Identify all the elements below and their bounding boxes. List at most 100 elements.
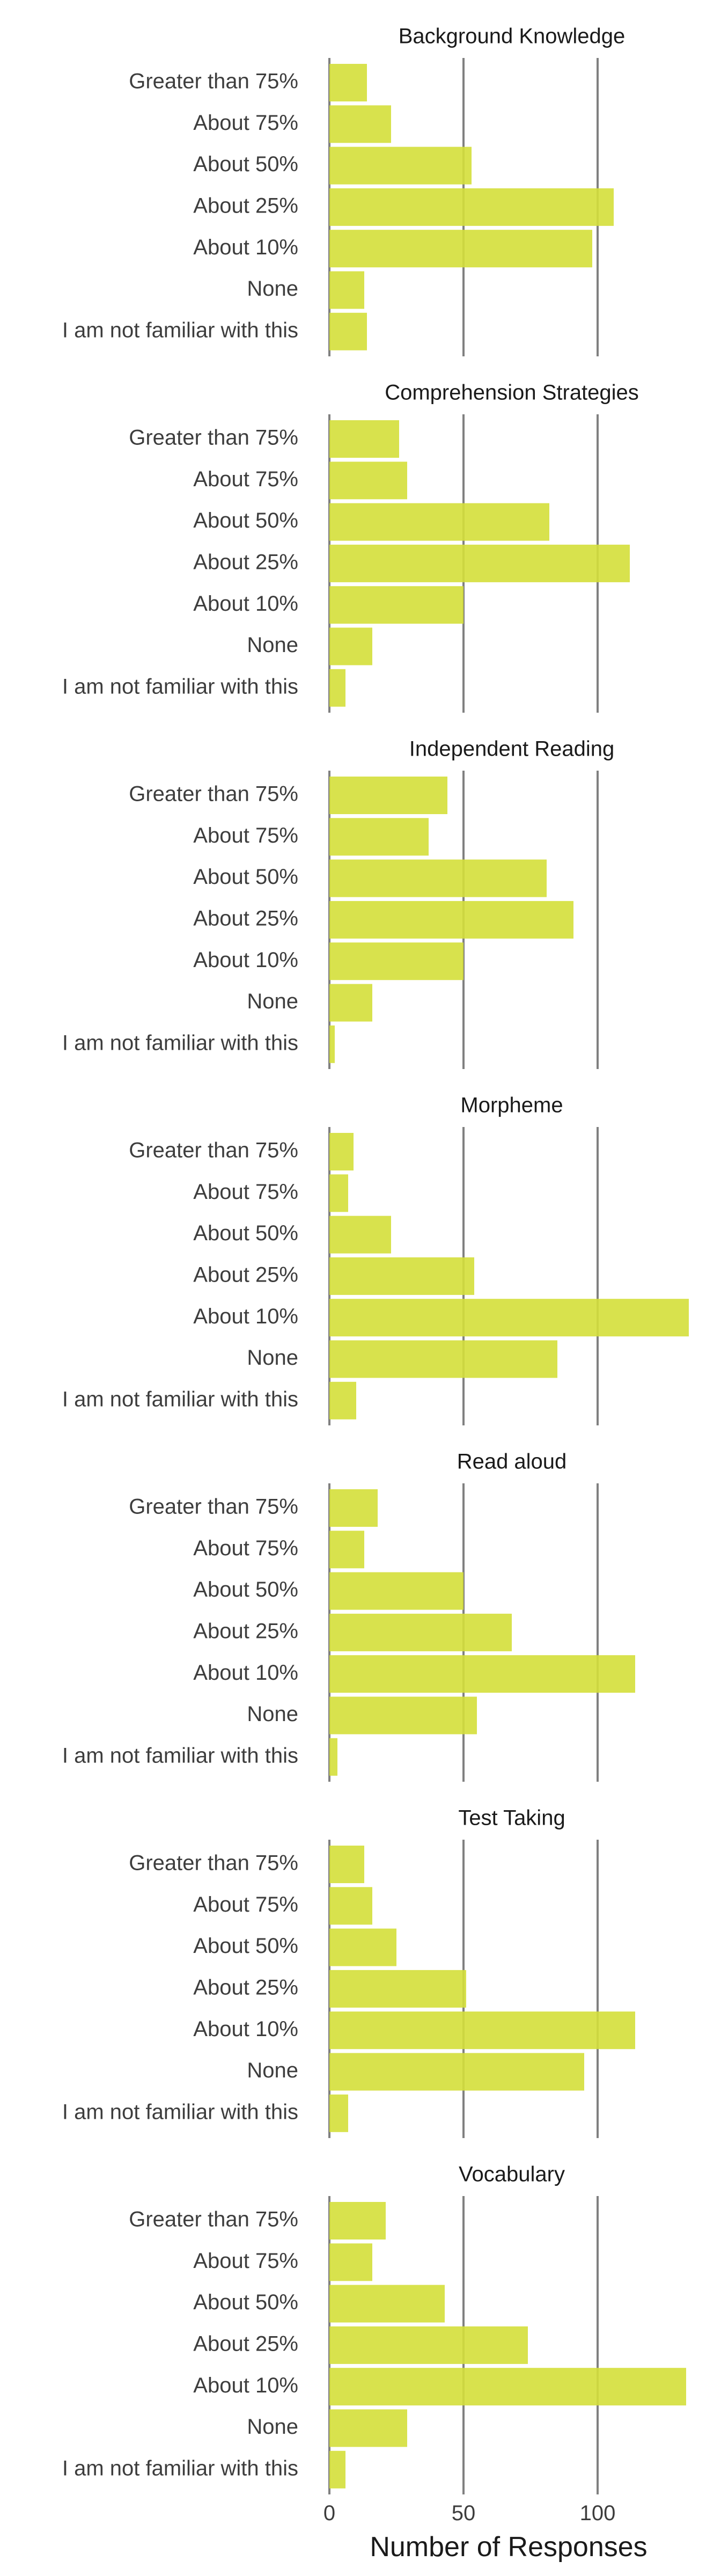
category-label: About 10% — [193, 1305, 298, 1328]
bar — [329, 420, 399, 458]
category-label: About 75% — [193, 111, 298, 135]
category-label: I am not familiar with this — [62, 1387, 298, 1411]
category-label: About 10% — [193, 948, 298, 972]
bar — [329, 1846, 364, 1883]
bar — [329, 669, 345, 707]
panel-title: Independent Reading — [409, 737, 615, 761]
bar — [329, 1216, 391, 1254]
bar — [329, 859, 547, 897]
category-label: About 50% — [193, 1934, 298, 1958]
bar — [329, 1928, 396, 1966]
bar — [329, 1738, 337, 1776]
bar — [329, 1489, 378, 1527]
category-label: None — [247, 633, 298, 657]
bar — [329, 586, 464, 624]
category-label: Greater than 75% — [129, 1851, 298, 1875]
category-label: About 75% — [193, 1180, 298, 1204]
category-label: About 10% — [193, 2017, 298, 2041]
bar — [329, 2094, 348, 2132]
bar — [329, 2450, 345, 2489]
category-label: I am not familiar with this — [62, 2100, 298, 2124]
bar — [329, 2368, 686, 2406]
category-label: About 10% — [193, 1661, 298, 1685]
bar — [329, 1025, 335, 1063]
bar — [329, 901, 573, 939]
panel-title: Morpheme — [460, 1094, 563, 1117]
bar — [329, 818, 429, 856]
category-label: About 75% — [193, 1536, 298, 1560]
category-label: Greater than 75% — [129, 70, 298, 93]
panel-title: Test Taking — [458, 1806, 565, 1830]
category-label: About 50% — [193, 1221, 298, 1245]
category-label: About 50% — [193, 865, 298, 889]
category-label: Greater than 75% — [129, 2208, 298, 2231]
category-label: About 50% — [193, 509, 298, 532]
bar — [329, 1887, 372, 1925]
bar — [329, 64, 367, 101]
panel-title: Comprehension Strategies — [385, 381, 639, 405]
category-label: About 50% — [193, 152, 298, 176]
bar — [329, 1655, 635, 1693]
bar — [329, 188, 614, 226]
category-label: About 25% — [193, 1619, 298, 1643]
x-axis-title: Number of Responses — [370, 2531, 647, 2563]
bar — [329, 777, 447, 814]
panel-title: Vocabulary — [459, 2163, 565, 2186]
category-label: About 50% — [193, 1578, 298, 1601]
bar — [329, 2326, 528, 2364]
bar — [329, 1572, 464, 1610]
bar — [329, 544, 630, 582]
bar — [329, 1696, 477, 1735]
category-label: About 10% — [193, 592, 298, 616]
category-label: About 25% — [193, 2332, 298, 2355]
category-label: None — [247, 2415, 298, 2439]
category-label: About 75% — [193, 824, 298, 847]
bar — [329, 627, 372, 665]
panel-title: Background Knowledge — [399, 25, 626, 48]
bar — [329, 462, 407, 500]
category-label: Greater than 75% — [129, 782, 298, 806]
panel-title: Read aloud — [457, 1450, 567, 1474]
category-label: I am not familiar with this — [62, 675, 298, 698]
bar — [329, 1174, 348, 1212]
category-label: I am not familiar with this — [62, 1031, 298, 1055]
category-label: About 25% — [193, 194, 298, 217]
bar — [329, 942, 464, 980]
category-label: Greater than 75% — [129, 1495, 298, 1519]
bar — [329, 2011, 635, 2050]
bar — [329, 312, 367, 350]
category-label: About 75% — [193, 1893, 298, 1916]
category-label: About 25% — [193, 1975, 298, 1999]
category-label: About 10% — [193, 2374, 298, 2397]
bar — [329, 984, 372, 1022]
bar — [329, 1340, 557, 1378]
bar — [329, 1970, 466, 2008]
category-label: Greater than 75% — [129, 1139, 298, 1162]
bar — [329, 2202, 386, 2240]
category-label: None — [247, 1346, 298, 1370]
bar — [329, 1381, 356, 1419]
bar — [329, 1613, 512, 1651]
category-label: About 25% — [193, 1263, 298, 1286]
bar — [329, 2053, 584, 2091]
x-tick-label: 0 — [323, 2501, 335, 2525]
category-label: I am not familiar with this — [62, 318, 298, 342]
bar — [329, 2409, 407, 2447]
category-label: None — [247, 1702, 298, 1726]
category-label: About 75% — [193, 2249, 298, 2273]
category-label: I am not familiar with this — [62, 1744, 298, 1767]
category-label: About 10% — [193, 236, 298, 259]
bar — [329, 271, 364, 309]
x-tick-label: 50 — [452, 2501, 476, 2525]
category-label: About 75% — [193, 467, 298, 491]
category-label: None — [247, 990, 298, 1013]
bar — [329, 503, 549, 541]
bar — [329, 230, 592, 268]
bar — [329, 105, 391, 143]
bar — [329, 2243, 372, 2281]
category-label: None — [247, 277, 298, 301]
bar — [329, 1257, 474, 1295]
bar — [329, 1531, 364, 1569]
bar — [329, 1133, 354, 1170]
